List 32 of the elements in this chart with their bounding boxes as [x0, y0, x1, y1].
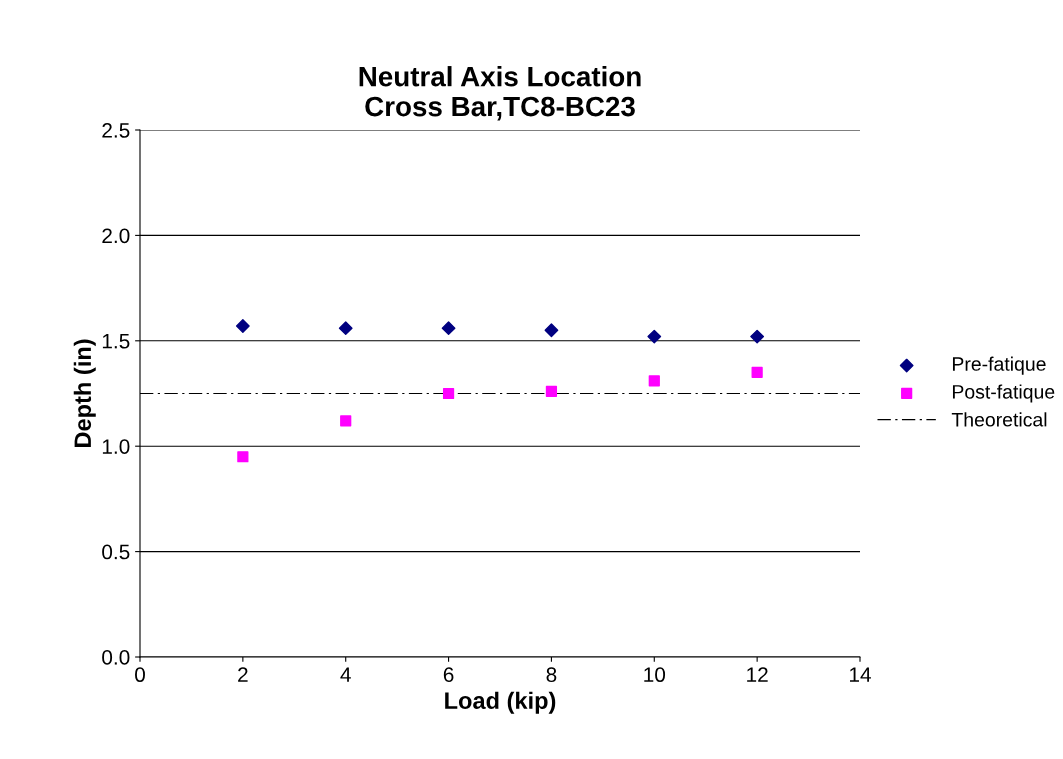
y-tick-label: 0.5	[102, 544, 130, 560]
point	[751, 366, 763, 379]
point	[441, 321, 456, 336]
point	[545, 385, 558, 397]
x-tick-label: 6	[443, 667, 454, 683]
legend-label: Pre-fatique	[952, 356, 1046, 375]
x-tick-label: 14	[850, 667, 871, 682]
point	[237, 451, 249, 463]
point	[235, 319, 250, 333]
legend-label: Theoretical	[951, 412, 1047, 427]
point	[544, 323, 559, 338]
y-tick-label: 2.0	[102, 228, 130, 244]
x-axis-title: Load (kip)	[445, 691, 556, 714]
y-tick-label: 1.0	[102, 439, 130, 454]
point	[750, 329, 765, 344]
point	[647, 329, 662, 344]
y-tick-label: 1.5	[102, 334, 130, 349]
point	[340, 415, 352, 427]
x-tick-label: 12	[747, 667, 768, 682]
y-tick-label: 2.5	[102, 123, 130, 138]
legend-label: Post-fatique	[952, 384, 1055, 403]
x-tick-label: 0	[135, 667, 145, 683]
x-tick-label: 4	[340, 667, 351, 682]
chart-title: Neutral Axis Location Cross Bar,TC8-BC23	[359, 66, 641, 121]
y-axis-title: Depth (in)	[73, 339, 96, 447]
point	[648, 375, 660, 387]
point	[338, 321, 353, 336]
x-tick-label: 2	[238, 667, 248, 682]
y-tick-label: 0.0	[102, 650, 130, 665]
point	[442, 387, 455, 400]
x-tick-label: 8	[546, 667, 557, 683]
x-tick-label: 10	[644, 667, 666, 683]
